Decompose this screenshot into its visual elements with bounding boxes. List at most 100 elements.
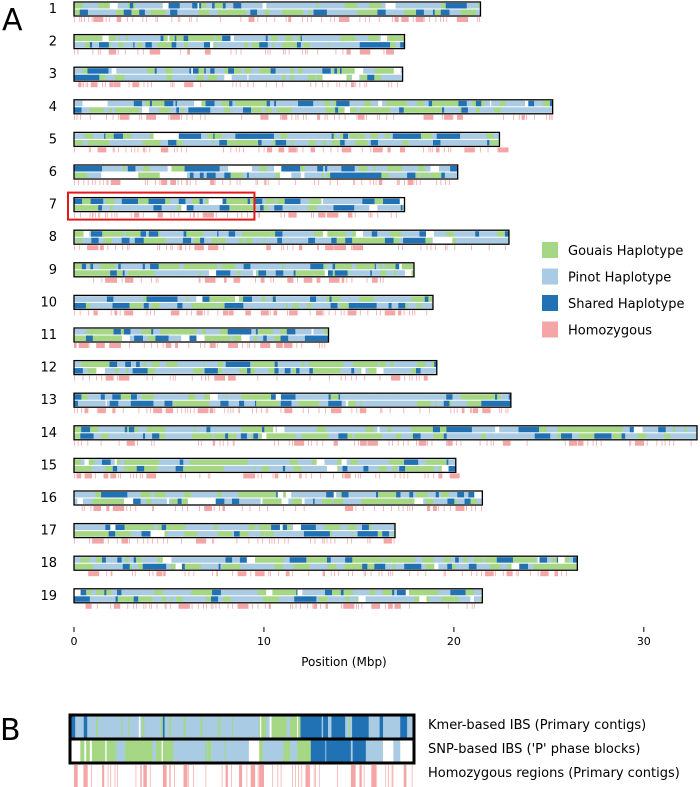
haplotype-block xyxy=(342,465,348,472)
homozygous-mark xyxy=(246,765,248,787)
homozygous-mark xyxy=(322,538,324,544)
haplotype-block xyxy=(218,563,221,570)
haplotype-block xyxy=(473,596,477,602)
haplotype-block xyxy=(196,296,203,302)
haplotype-block xyxy=(273,231,276,237)
haplotype-block xyxy=(151,498,157,504)
haplotype-block xyxy=(95,492,102,498)
haplotype-block xyxy=(233,426,242,433)
haplotype-block xyxy=(233,3,242,9)
haplotype-block xyxy=(406,296,410,302)
homozygous-mark xyxy=(355,82,357,88)
haplotype-block xyxy=(74,3,84,9)
haplotype-block xyxy=(354,166,360,172)
homozygous-mark xyxy=(359,310,361,316)
haplotype-block xyxy=(187,172,191,178)
haplotype-block xyxy=(291,107,318,113)
haplotype-block xyxy=(112,394,122,400)
homozygous-mark xyxy=(292,571,294,577)
haplotype-block xyxy=(243,133,275,139)
haplotype-block xyxy=(315,329,324,335)
homozygous-mark xyxy=(129,538,131,544)
homozygous-mark xyxy=(303,277,313,283)
haplotype-block xyxy=(105,498,113,504)
haplotype-block xyxy=(423,100,429,107)
homozygous-mark xyxy=(197,212,199,218)
homozygous-mark xyxy=(288,147,297,153)
haplotype-block xyxy=(104,368,116,374)
haplotype-block xyxy=(301,557,307,563)
homozygous-mark xyxy=(199,506,200,511)
homozygous-mark xyxy=(337,147,339,153)
haplotype-block xyxy=(473,557,484,563)
haplotype-block xyxy=(154,270,156,276)
homozygous-mark xyxy=(325,408,326,414)
haplotype-block xyxy=(423,400,431,407)
haplotype-block xyxy=(330,68,333,74)
homozygous-mark xyxy=(287,245,289,251)
homozygous-mark xyxy=(661,440,663,446)
haplotype-block xyxy=(252,433,254,439)
haplotype-block xyxy=(165,198,171,205)
homozygous-mark xyxy=(165,343,172,348)
haplotype-block xyxy=(182,302,192,309)
haplotype-block xyxy=(440,9,450,15)
haplotype-block xyxy=(290,563,294,570)
haplotype-block xyxy=(349,100,358,107)
haplotype-block xyxy=(159,302,163,309)
haplotype-block xyxy=(289,563,291,570)
haplotype-block xyxy=(420,172,429,178)
haplotype-block xyxy=(237,557,241,563)
haplotype-block xyxy=(554,426,558,433)
haplotype-block xyxy=(182,361,186,368)
haplotype-block xyxy=(411,433,414,439)
haplotype-block xyxy=(340,498,344,504)
homozygous-mark xyxy=(337,571,339,577)
haplotype-block xyxy=(242,524,249,531)
haplotype-block xyxy=(302,426,312,433)
haplotype-block xyxy=(191,302,196,309)
haplotype-block xyxy=(308,74,316,81)
haplotype-block xyxy=(292,498,303,504)
haplotype-block xyxy=(105,465,114,472)
haplotype-block xyxy=(414,498,424,504)
haplotype-block xyxy=(368,35,371,42)
haplotype-block xyxy=(316,426,323,433)
haplotype-block xyxy=(105,198,115,205)
haplotype-block xyxy=(347,465,356,472)
haplotype-block xyxy=(392,465,398,472)
haplotype-block xyxy=(188,35,216,42)
haplotype-block xyxy=(252,296,256,302)
haplotype-block xyxy=(297,35,301,42)
homozygous-mark xyxy=(173,82,175,88)
homozygous-mark xyxy=(160,147,169,153)
homozygous-mark xyxy=(204,506,212,511)
haplotype-block xyxy=(273,9,283,15)
haplotype-block xyxy=(430,400,436,407)
haplotype-block xyxy=(114,459,118,465)
homozygous-mark xyxy=(177,17,179,22)
haplotype-block xyxy=(365,68,376,74)
haplotype-block xyxy=(315,524,319,531)
homozygous-mark xyxy=(178,212,180,218)
homozygous-mark xyxy=(324,343,326,348)
homozygous-mark xyxy=(418,375,420,381)
haplotype-block xyxy=(200,237,205,244)
haplotype-block xyxy=(110,270,118,276)
haplotype-block xyxy=(333,492,337,498)
haplotype-block xyxy=(187,589,192,596)
haplotype-block xyxy=(360,400,362,407)
homozygous-mark xyxy=(161,180,168,185)
haplotype-stripe xyxy=(121,716,123,738)
haplotype-block xyxy=(121,237,130,244)
homozygous-mark xyxy=(96,408,98,414)
haplotype-block xyxy=(123,302,130,309)
haplotype-block xyxy=(151,42,159,48)
haplotype-block xyxy=(341,237,346,244)
haplotype-block xyxy=(338,133,341,139)
homozygous-mark xyxy=(426,245,428,251)
haplotype-block xyxy=(91,557,97,563)
haplotype-block xyxy=(216,205,220,211)
haplotype-block xyxy=(120,459,125,465)
haplotype-block xyxy=(245,302,254,309)
